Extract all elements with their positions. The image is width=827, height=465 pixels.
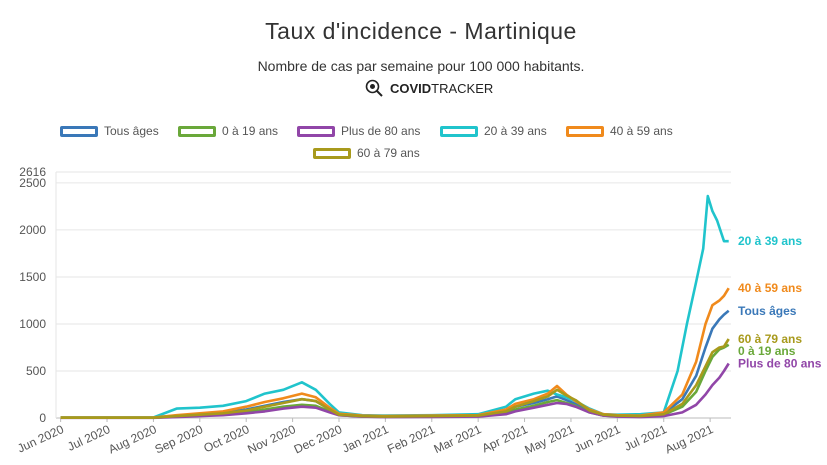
series-line-60-79-ans (60, 338, 730, 419)
series-end-label: 20 à 39 ans (738, 234, 802, 248)
y-tick-label: 0 (39, 411, 46, 425)
chart-subtitle: Nombre de cas par semaine pour 100 000 h… (257, 58, 585, 74)
y-tick-label: 1000 (19, 317, 46, 331)
x-tick-label: Jan 2021 (340, 422, 391, 456)
x-tick-label: Jun 2021 (572, 422, 623, 456)
legend-item[interactable]: Plus de 80 ans (297, 124, 420, 138)
y-tick-label: 2616 (19, 165, 46, 179)
x-tick-label: Jul 2021 (622, 422, 669, 454)
series-end-label: Tous âges (738, 304, 797, 318)
legend-label: 20 à 39 ans (484, 124, 547, 138)
y-tick-label: 500 (26, 364, 46, 378)
y-tick-label: 1500 (19, 270, 46, 284)
legend-label: Tous âges (104, 124, 159, 138)
series-line-40-59-ans (60, 287, 730, 419)
x-tick-label: Jun 2020 (15, 422, 66, 456)
legend-label: 40 à 59 ans (610, 124, 673, 138)
y-tick-label: 2500 (19, 176, 46, 190)
x-tick-label: Nov 2020 (245, 422, 298, 457)
legend-swatch (440, 125, 478, 137)
x-tick-label: Mar 2021 (432, 422, 484, 456)
legend-item[interactable]: 60 à 79 ans (313, 146, 420, 160)
series-line-tous-ges (60, 309, 730, 419)
legend-swatch (297, 125, 335, 137)
series-line-0-19-ans (60, 343, 730, 419)
series-line-20-39-ans (60, 194, 729, 419)
brand-bold-text: COVID (390, 80, 432, 96)
legend-swatch (178, 125, 216, 137)
series-line-plus-de-80-ans (60, 362, 730, 420)
x-tick-label: Aug 2021 (663, 422, 716, 457)
x-tick-label: Oct 2020 (201, 422, 251, 455)
series-end-label: 40 à 59 ans (738, 281, 802, 295)
legend-item[interactable]: 40 à 59 ans (566, 124, 673, 138)
legend-swatch (60, 125, 98, 137)
series-end-label: 0 à 19 ans (738, 344, 796, 358)
x-tick-label: May 2021 (523, 422, 577, 457)
legend-swatch (313, 147, 351, 159)
chart-title: Taux d'incidence - Martinique (265, 18, 577, 44)
legend-item[interactable]: Tous âges (60, 124, 159, 138)
legend-label: Plus de 80 ans (341, 124, 421, 138)
covidtracker-logo-icon (365, 79, 383, 97)
x-tick-label: Aug 2020 (106, 422, 159, 457)
legend-swatch (566, 125, 604, 137)
brand-light-text: TRACKER (431, 80, 494, 96)
series-end-label: 60 à 79 ans (738, 332, 802, 346)
y-tick-label: 2000 (19, 223, 46, 237)
x-tick-label: Sep 2020 (153, 422, 206, 457)
legend-label: 60 à 79 ans (357, 146, 420, 160)
legend-item[interactable]: 20 à 39 ans (440, 124, 547, 138)
legend-item[interactable]: 0 à 19 ans (178, 124, 278, 138)
legend-label: 0 à 19 ans (222, 124, 279, 138)
series-end-label: Plus de 80 ans (738, 356, 822, 370)
x-tick-label: Apr 2021 (480, 422, 530, 455)
x-tick-label: Dec 2020 (292, 422, 345, 457)
x-tick-label: Jul 2020 (65, 422, 112, 454)
covidtracker-brand: COVIDTRACKER (364, 78, 493, 98)
x-tick-label: Feb 2021 (385, 422, 437, 456)
